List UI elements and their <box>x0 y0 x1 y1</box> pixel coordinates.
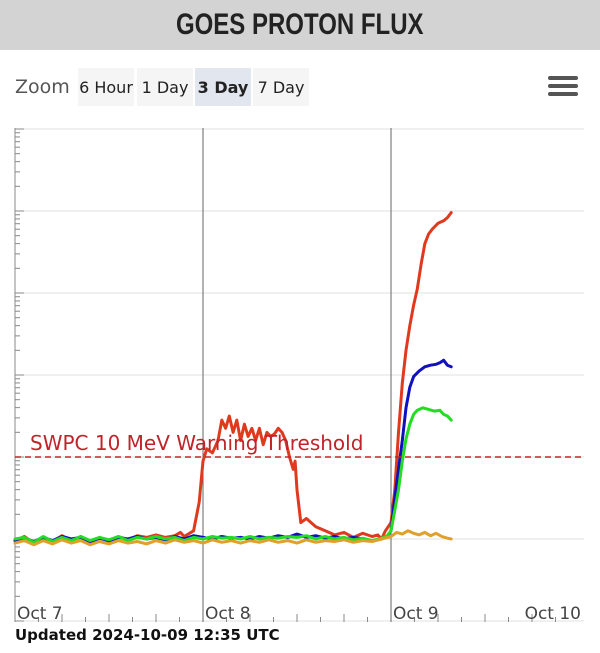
series-line-3 <box>13 529 453 547</box>
series-line-2 <box>13 406 453 544</box>
x-tick-label: Oct 9 <box>393 604 439 624</box>
menu-bar <box>548 84 578 88</box>
series-line-0 <box>13 211 453 545</box>
hamburger-menu-icon[interactable] <box>548 76 578 100</box>
x-tick-label: Oct 7 <box>17 604 63 624</box>
x-tick-label: Oct 10 <box>525 604 581 624</box>
x-tick-label: Oct 8 <box>205 604 251 624</box>
zoom-1-day-button[interactable]: 1 Day <box>137 68 193 106</box>
zoom-7-day-button[interactable]: 7 Day <box>253 68 309 106</box>
updated-timestamp: Updated 2024-10-09 12:35 UTC <box>15 626 280 644</box>
zoom-toolbar: Zoom 6 Hour 1 Day 3 Day 7 Day <box>0 64 600 108</box>
chart-title: GOES PROTON FLUX <box>176 8 424 41</box>
proton-flux-chart: Oct 7 Oct 8 Oct 9 Oct 10 SWPC 10 MeV Warning… <box>13 128 584 624</box>
zoom-3-day-button[interactable]: 3 Day <box>195 68 251 106</box>
zoom-label: Zoom <box>15 76 70 98</box>
menu-bar <box>548 76 578 80</box>
warning-threshold-label: SWPC 10 MeV Warning Threshold <box>30 431 363 455</box>
zoom-6-hour-button[interactable]: 6 Hour <box>78 68 134 106</box>
chart-header: GOES PROTON FLUX <box>0 0 600 50</box>
menu-bar <box>548 92 578 96</box>
